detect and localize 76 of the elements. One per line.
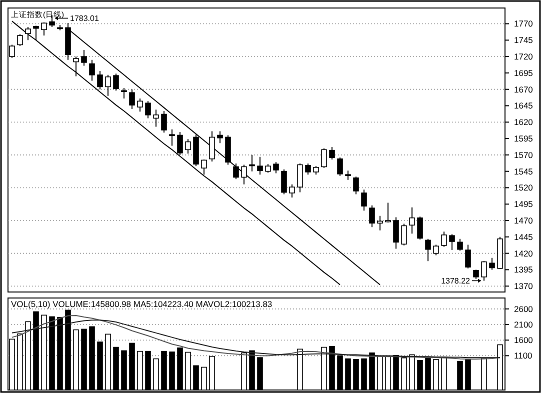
candlestick xyxy=(337,157,343,176)
candlestick xyxy=(353,176,359,195)
y-tick-label: 1420 xyxy=(514,248,534,258)
candlestick xyxy=(433,244,439,256)
y-tick-label: 1520 xyxy=(514,182,534,193)
candlestick xyxy=(105,74,111,96)
y-tick-label: 1695 xyxy=(514,68,534,78)
y-tick-label: 1570 xyxy=(514,150,534,160)
candlestick xyxy=(249,154,255,172)
candlestick xyxy=(393,216,399,250)
candlestick xyxy=(457,238,463,252)
candlestick xyxy=(25,26,31,41)
candlestick xyxy=(209,130,215,162)
candlestick xyxy=(425,238,431,262)
candlestick xyxy=(137,98,143,112)
candlestick xyxy=(361,189,367,212)
y-tick-label: 1770 xyxy=(514,18,534,29)
candlestick xyxy=(297,162,303,193)
y-tick-label: 1745 xyxy=(514,35,534,46)
annotation: 1783.01 xyxy=(70,14,100,24)
candlestick xyxy=(41,22,47,36)
candlestick xyxy=(81,49,87,66)
candlestick xyxy=(217,130,223,144)
candlestick xyxy=(441,231,447,248)
candlestick xyxy=(161,110,167,134)
candlestick xyxy=(409,206,415,234)
candlestick xyxy=(97,70,103,90)
y-tick-label: 1470 xyxy=(514,215,534,226)
y-tick-label: 1100 xyxy=(514,350,533,361)
candlestick xyxy=(289,184,295,198)
candlestick xyxy=(281,168,287,195)
candlestick xyxy=(273,162,279,174)
candlestick xyxy=(17,34,23,47)
candlestick xyxy=(185,138,191,154)
candlestick xyxy=(329,146,335,160)
annotation: 1378.22 xyxy=(441,276,471,286)
candlestick xyxy=(305,162,311,176)
candlestick xyxy=(345,170,351,180)
line-series xyxy=(12,20,340,286)
y-tick-label: 1445 xyxy=(514,232,534,242)
candlestick xyxy=(169,128,175,146)
y-tick-label: 1600 xyxy=(514,335,534,346)
candlestick xyxy=(449,234,455,251)
y-tick-label: 1495 xyxy=(514,199,534,210)
candlestick xyxy=(465,244,471,269)
y-tick-label: 1595 xyxy=(514,133,534,144)
y-tick-label: 1370 xyxy=(514,281,534,292)
candlestick xyxy=(177,131,183,156)
candlestick xyxy=(145,100,151,119)
candlestick xyxy=(377,215,383,231)
candlestick xyxy=(369,204,375,228)
y-tick-label: 1545 xyxy=(514,166,534,176)
candlestick xyxy=(401,223,407,246)
candlestick xyxy=(257,156,263,176)
candlestick xyxy=(321,148,327,169)
candlestick xyxy=(121,88,127,100)
candlestick xyxy=(153,109,159,128)
candlestick xyxy=(233,162,239,180)
candlestick xyxy=(33,25,39,41)
y-tick-label: 1620 xyxy=(514,117,534,128)
candlestick xyxy=(89,59,95,82)
candlestick xyxy=(113,73,119,92)
chart-title: VOL(5,10) VOLUME:145800.98 MA5:104223.40 MAVOL2:100213.83 xyxy=(11,299,272,309)
candlestick xyxy=(73,56,79,77)
y-tick-label: 2600 xyxy=(514,304,534,314)
candlestick xyxy=(417,216,423,240)
y-tick-label: 1720 xyxy=(514,52,534,62)
y-tick-label: 1395 xyxy=(514,264,534,275)
y-tick-label: 1645 xyxy=(514,100,534,111)
candlestick xyxy=(385,202,391,223)
y-tick-label: 2100 xyxy=(514,319,534,330)
candlestick xyxy=(489,257,495,270)
candlestick xyxy=(201,159,207,176)
candlestick xyxy=(129,88,135,110)
candlestick xyxy=(241,164,247,185)
y-tick-label: 1670 xyxy=(514,84,534,94)
